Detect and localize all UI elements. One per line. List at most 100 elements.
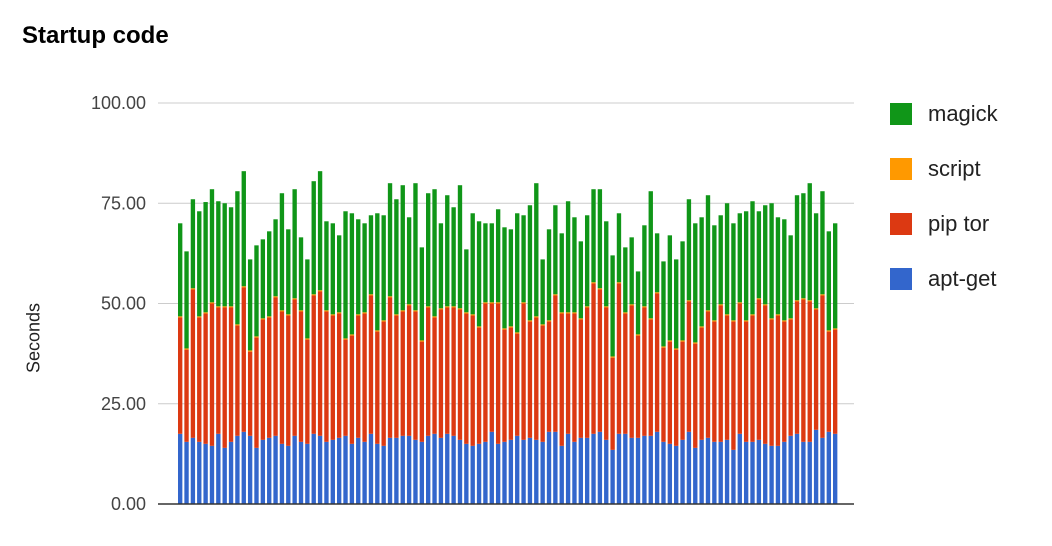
bar-segment-apt-get	[820, 437, 825, 504]
bar-segment-script	[438, 308, 444, 310]
bar-segment-script	[419, 340, 425, 342]
bar-segment-apt-get	[527, 437, 533, 504]
bar-segment-pip-tor	[260, 319, 266, 440]
bar-segment-magick	[184, 251, 189, 349]
bar-segment-pip-tor	[604, 307, 609, 440]
bar-segment-script	[756, 298, 762, 300]
bar-segment-pip-tor	[368, 295, 374, 434]
bar-segment-magick	[801, 193, 806, 299]
bar-segment-magick	[648, 191, 653, 319]
bar-segment-pip-tor	[572, 313, 577, 442]
bar-segment-script	[635, 334, 641, 336]
bar-segment-script	[375, 330, 380, 332]
bar-segment-apt-get	[178, 433, 183, 504]
bar-segment-script	[737, 302, 742, 304]
bar-segment-script	[788, 318, 793, 320]
bar-segment-pip-tor	[833, 329, 838, 434]
bar-segment-pip-tor	[216, 307, 221, 434]
bar-segment-pip-tor	[432, 317, 437, 434]
bar-segment-magick	[228, 207, 234, 307]
bar-segment-magick	[311, 181, 316, 295]
bar-segment-apt-get	[260, 439, 266, 504]
bar-segment-magick	[451, 207, 456, 307]
bar-segment-magick	[534, 183, 539, 317]
bar-segment-apt-get	[578, 437, 583, 504]
y-tick-label: 50.00	[101, 294, 146, 314]
bar-segment-pip-tor	[292, 299, 297, 436]
bar-segment-magick	[788, 235, 793, 319]
bar-segment-script	[826, 330, 831, 332]
bar-segment-magick	[495, 209, 501, 303]
bar-segment-pip-tor	[680, 341, 685, 440]
bar-segment-apt-get	[572, 441, 577, 504]
bar-segment-apt-get	[254, 447, 259, 504]
bar-segment-pip-tor	[203, 313, 208, 444]
bar-segment-script	[489, 302, 494, 304]
bar-segment-apt-get	[794, 433, 800, 504]
bar-segment-magick	[457, 185, 463, 309]
bar-segment-apt-get	[305, 443, 310, 504]
bar-segment-script	[464, 312, 469, 314]
bar-segment-pip-tor	[553, 295, 558, 432]
bar-segment-script	[273, 296, 278, 298]
bar-segment-magick	[349, 213, 355, 335]
bar-segment-pip-tor	[197, 317, 202, 442]
bar-segment-apt-get	[406, 435, 412, 504]
bar-segment-script	[623, 312, 628, 314]
bar-segment-magick	[362, 223, 367, 313]
bar-segment-script	[515, 332, 520, 334]
bar-segment-apt-get	[464, 443, 469, 504]
bar-segment-apt-get	[616, 433, 622, 504]
bar-segment-magick	[387, 183, 393, 297]
bar-segment-magick	[222, 203, 227, 307]
bar-segment-script	[794, 300, 800, 302]
bar-segment-pip-tor	[820, 295, 825, 438]
bar-segment-magick	[432, 189, 437, 317]
bar-segment-pip-tor	[362, 313, 367, 442]
bar-segment-pip-tor	[731, 321, 736, 450]
bar-segment-script	[750, 314, 755, 316]
bar-segment-script	[642, 306, 647, 308]
bar-segment-script	[228, 306, 234, 308]
bar-segment-magick	[254, 245, 259, 337]
bar-segment-script	[298, 310, 304, 312]
bar-segment-apt-get	[190, 437, 196, 504]
bar-segment-apt-get	[788, 435, 793, 504]
bar-segment-script	[833, 328, 838, 330]
bar-segment-magick	[591, 189, 596, 283]
bar-segment-apt-get	[775, 445, 781, 504]
bar-segment-magick	[330, 223, 335, 315]
bar-segment-magick	[476, 221, 482, 327]
bar-segment-pip-tor	[508, 327, 514, 440]
bar-segment-apt-get	[635, 437, 641, 504]
bar-segment-pip-tor	[451, 307, 456, 436]
bar-segment-magick	[667, 235, 673, 341]
bar-segment-magick	[680, 241, 685, 341]
bar-segment-magick	[515, 213, 520, 333]
bar-segment-pip-tor	[387, 297, 393, 438]
bar-segment-magick	[298, 237, 304, 311]
bar-segment-apt-get	[833, 433, 838, 504]
bar-segment-magick	[502, 227, 507, 329]
bar-segment-pip-tor	[489, 303, 494, 432]
bar-segment-magick	[794, 195, 800, 301]
bar-segment-apt-get	[667, 443, 673, 504]
bar-segment-apt-get	[699, 439, 704, 504]
bar-segment-magick	[286, 229, 291, 315]
bar-segment-pip-tor	[381, 321, 386, 446]
legend-swatch-magick	[890, 102, 912, 125]
bar-segment-script	[197, 316, 202, 318]
y-tick-label: 25.00	[101, 394, 146, 414]
bar-segment-apt-get	[413, 439, 418, 504]
bar-segment-magick	[394, 199, 399, 315]
bar-segment-pip-tor	[515, 333, 520, 436]
bar-segment-script	[279, 310, 285, 312]
bar-segment-apt-get	[610, 449, 615, 504]
bar-segment-magick	[317, 171, 323, 291]
bar-segment-magick	[712, 225, 717, 321]
bar-segment-pip-tor	[228, 307, 234, 442]
bar-segment-apt-get	[654, 431, 660, 504]
bar-segment-script	[470, 314, 475, 316]
bar-segment-pip-tor	[743, 321, 749, 442]
legend: magick script pip tor apt-get	[890, 86, 998, 306]
